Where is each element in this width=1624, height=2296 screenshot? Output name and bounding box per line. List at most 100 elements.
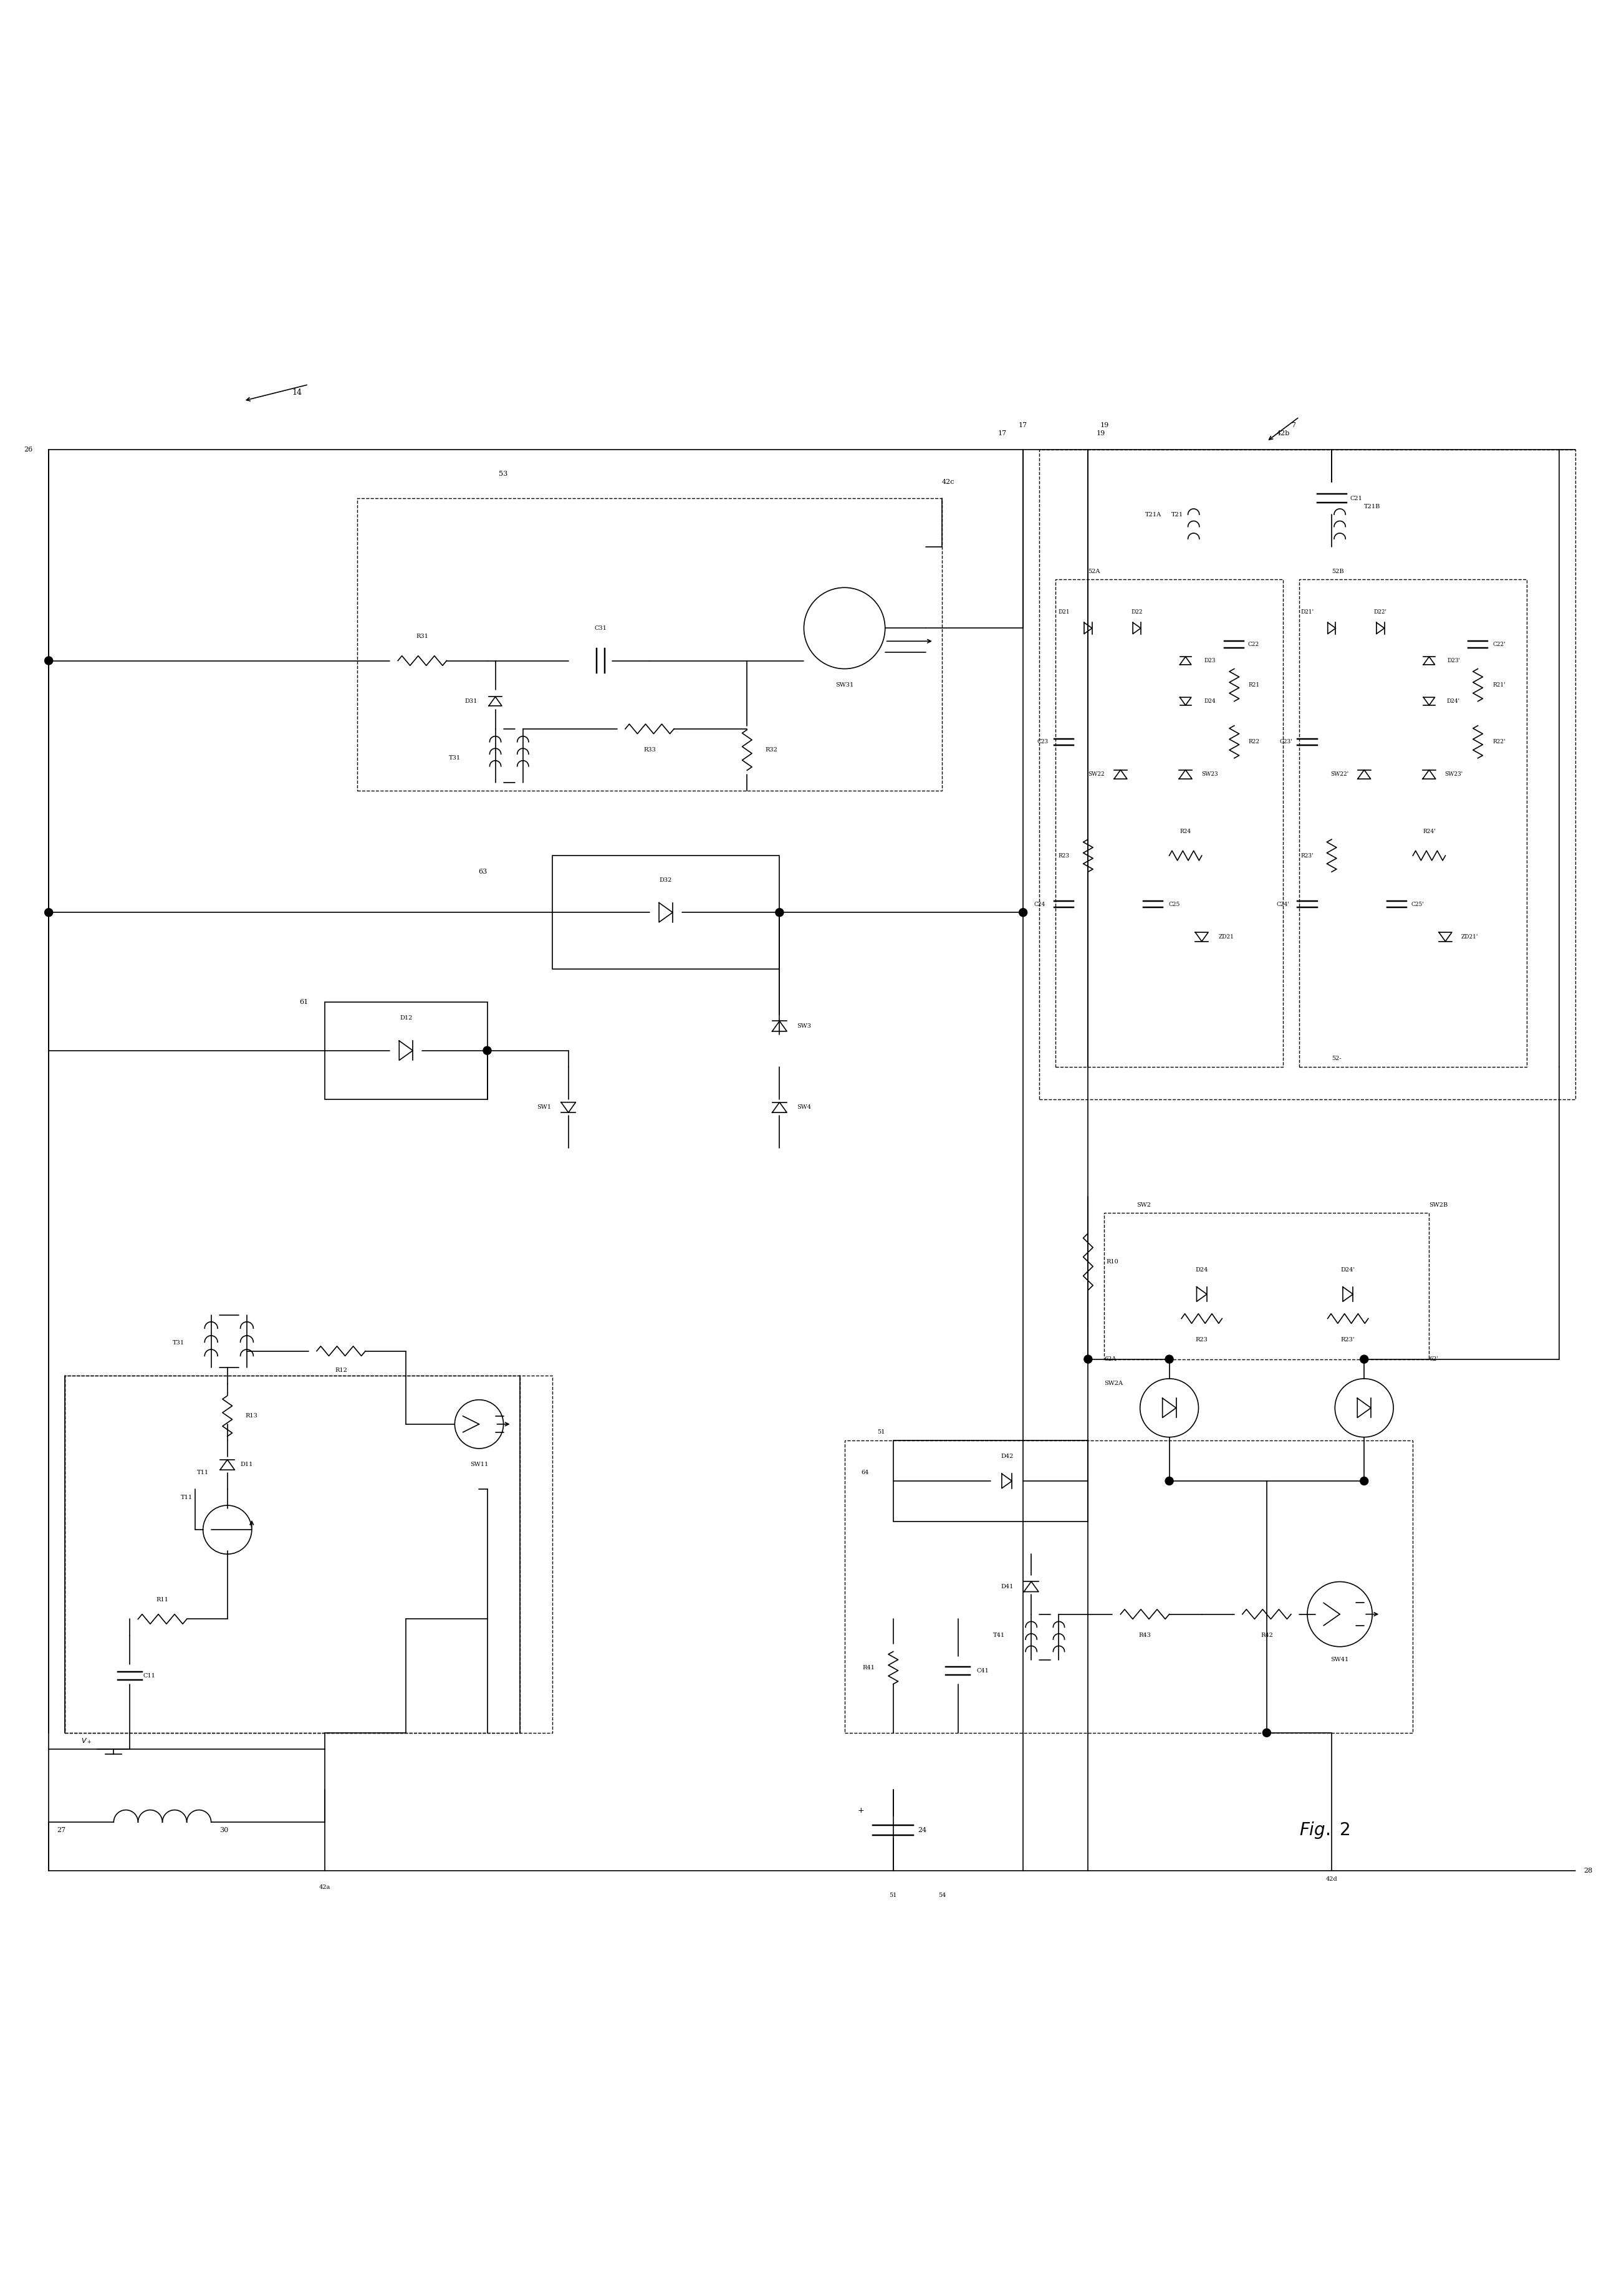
Bar bbox=[65, 1375, 552, 1733]
Text: 52-: 52- bbox=[1332, 1056, 1341, 1061]
Circle shape bbox=[45, 657, 54, 666]
Text: SW31: SW31 bbox=[835, 682, 854, 689]
Text: 63: 63 bbox=[479, 868, 487, 875]
Text: C23': C23' bbox=[1280, 739, 1293, 744]
Circle shape bbox=[1166, 1355, 1174, 1364]
Text: 42c: 42c bbox=[942, 480, 955, 484]
Text: D32: D32 bbox=[659, 877, 672, 882]
Text: 30: 30 bbox=[219, 1828, 227, 1835]
Text: R23': R23' bbox=[1341, 1336, 1354, 1343]
Text: SW41: SW41 bbox=[1330, 1658, 1350, 1662]
Text: 62': 62' bbox=[1429, 1357, 1439, 1362]
Bar bbox=[325, 1001, 487, 1100]
Text: SW23: SW23 bbox=[1202, 771, 1218, 776]
Bar bbox=[1039, 450, 1575, 1100]
Text: R32: R32 bbox=[765, 746, 778, 753]
Text: R24': R24' bbox=[1423, 829, 1436, 833]
Text: T11: T11 bbox=[180, 1495, 193, 1499]
Text: 26: 26 bbox=[24, 445, 32, 452]
Text: 7: 7 bbox=[1291, 422, 1296, 429]
Bar bbox=[1299, 579, 1527, 1068]
Text: R13: R13 bbox=[245, 1414, 258, 1419]
Text: R24: R24 bbox=[1181, 829, 1190, 833]
Bar bbox=[357, 498, 942, 790]
Text: 64: 64 bbox=[861, 1469, 869, 1476]
Text: SW11: SW11 bbox=[469, 1463, 489, 1467]
Text: R33: R33 bbox=[643, 746, 656, 753]
Bar bbox=[893, 1440, 1088, 1522]
Text: 27: 27 bbox=[57, 1828, 65, 1835]
Bar bbox=[1104, 1212, 1429, 1359]
Text: C25': C25' bbox=[1411, 902, 1424, 907]
Text: $\mathit{Fig.\ 2}$: $\mathit{Fig.\ 2}$ bbox=[1299, 1821, 1350, 1839]
Text: T31: T31 bbox=[448, 755, 461, 760]
Text: D24: D24 bbox=[1203, 698, 1216, 705]
Text: SW3: SW3 bbox=[797, 1024, 810, 1029]
Text: D11: D11 bbox=[240, 1463, 253, 1467]
Text: D21: D21 bbox=[1057, 608, 1070, 615]
Text: R41: R41 bbox=[862, 1665, 875, 1671]
Text: T21: T21 bbox=[1171, 512, 1184, 517]
Text: 62A: 62A bbox=[1104, 1357, 1116, 1362]
Text: 42d: 42d bbox=[1325, 1876, 1338, 1883]
Text: C22': C22' bbox=[1492, 641, 1505, 647]
Text: D24': D24' bbox=[1447, 698, 1460, 705]
Text: 51: 51 bbox=[877, 1430, 885, 1435]
Circle shape bbox=[484, 1047, 492, 1054]
Text: 42b: 42b bbox=[1276, 429, 1289, 436]
Text: C11: C11 bbox=[143, 1674, 156, 1678]
Circle shape bbox=[45, 909, 54, 916]
Circle shape bbox=[1263, 1729, 1272, 1736]
Circle shape bbox=[1166, 1476, 1174, 1486]
Text: ZD21': ZD21' bbox=[1462, 934, 1478, 939]
Text: D24: D24 bbox=[1195, 1267, 1208, 1272]
Text: D21': D21' bbox=[1301, 608, 1314, 615]
Circle shape bbox=[1361, 1476, 1367, 1486]
Text: R23': R23' bbox=[1301, 852, 1314, 859]
Text: R42: R42 bbox=[1260, 1632, 1273, 1637]
Text: D42: D42 bbox=[1000, 1453, 1013, 1460]
Text: +: + bbox=[857, 1807, 864, 1814]
Text: D24': D24' bbox=[1341, 1267, 1354, 1272]
Text: C24': C24' bbox=[1276, 902, 1289, 907]
Text: D22: D22 bbox=[1130, 608, 1143, 615]
Text: SW1: SW1 bbox=[538, 1104, 551, 1111]
Text: T11: T11 bbox=[197, 1469, 209, 1476]
Bar bbox=[552, 856, 780, 969]
Text: R23: R23 bbox=[1059, 852, 1069, 859]
Text: 19: 19 bbox=[1099, 422, 1109, 429]
Circle shape bbox=[776, 909, 784, 916]
Text: 24: 24 bbox=[918, 1828, 926, 1835]
Text: SW4: SW4 bbox=[797, 1104, 810, 1111]
Text: SW2A: SW2A bbox=[1104, 1380, 1124, 1387]
Text: T41: T41 bbox=[992, 1632, 1005, 1637]
Text: C41: C41 bbox=[976, 1669, 989, 1674]
Text: 52A: 52A bbox=[1088, 569, 1099, 574]
Text: 17: 17 bbox=[1018, 422, 1028, 429]
Text: R12: R12 bbox=[335, 1368, 348, 1373]
Text: T31: T31 bbox=[172, 1341, 185, 1345]
Text: D31: D31 bbox=[464, 698, 477, 705]
Text: ZD21: ZD21 bbox=[1218, 934, 1234, 939]
Text: SW22: SW22 bbox=[1088, 771, 1104, 776]
Bar bbox=[65, 1375, 520, 1733]
Text: 53: 53 bbox=[499, 471, 508, 478]
Text: R23: R23 bbox=[1195, 1336, 1208, 1343]
Circle shape bbox=[1020, 909, 1028, 916]
Text: T21A: T21A bbox=[1145, 512, 1161, 517]
Text: 19: 19 bbox=[1096, 429, 1104, 436]
Text: C25: C25 bbox=[1168, 902, 1181, 907]
Text: C23: C23 bbox=[1038, 739, 1047, 744]
Text: R10: R10 bbox=[1106, 1258, 1119, 1265]
Text: 61: 61 bbox=[300, 999, 309, 1006]
Text: D23': D23' bbox=[1447, 659, 1460, 664]
Text: 52B: 52B bbox=[1332, 569, 1345, 574]
Text: C22: C22 bbox=[1249, 641, 1259, 647]
Text: R11: R11 bbox=[156, 1596, 169, 1603]
Text: T21B: T21B bbox=[1364, 503, 1380, 510]
Text: 28: 28 bbox=[1583, 1867, 1592, 1874]
Text: D41: D41 bbox=[1000, 1584, 1013, 1589]
Text: R21: R21 bbox=[1249, 682, 1259, 689]
Text: SW22': SW22' bbox=[1330, 771, 1350, 776]
Circle shape bbox=[1085, 1355, 1093, 1364]
